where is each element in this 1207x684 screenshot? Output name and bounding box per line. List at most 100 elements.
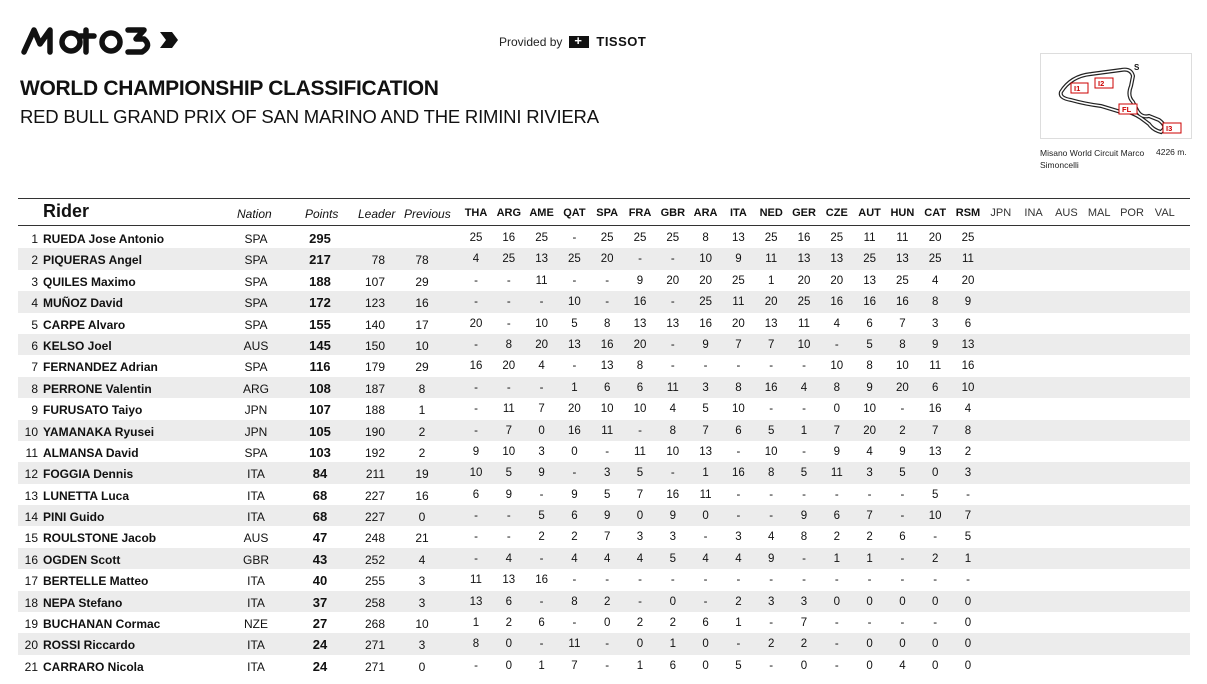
- race-result-fra: 16: [633, 296, 647, 309]
- race-result-aut: 0: [866, 595, 873, 608]
- race-result-ger: 3: [800, 595, 808, 608]
- race-result-gbr: 4: [669, 403, 676, 416]
- race-result-cze: -: [834, 659, 839, 672]
- race-result-spa: -: [605, 574, 610, 587]
- table-row: 4 MUÑOZ David SPA 172 123 16 - - - 10 - 16 - 25 11 20 25…: [18, 291, 1190, 313]
- race-result-spa: -: [605, 659, 610, 672]
- race-result-qat: 4: [571, 552, 578, 565]
- race-result-arg: 8: [505, 338, 512, 351]
- race-result-cat: -: [933, 574, 938, 587]
- race-result-ger: 7: [800, 617, 808, 630]
- points-behind-leader: 227: [364, 488, 385, 503]
- race-result-rsm: 11: [962, 253, 974, 266]
- rider-nation: ITA: [247, 595, 265, 610]
- race-result-hun: 4: [899, 659, 906, 672]
- race-result-cat: 25: [928, 253, 942, 266]
- points-behind-previous: 21: [415, 531, 429, 546]
- rider-nation: NZE: [244, 617, 268, 632]
- rider-nation: ITA: [247, 467, 265, 482]
- race-result-ara: -: [703, 360, 708, 373]
- race-result-ame: -: [539, 638, 544, 651]
- race-result-ame: 25: [535, 232, 548, 244]
- race-result-ame: 20: [535, 338, 548, 351]
- race-result-cze: 13: [830, 253, 844, 266]
- race-result-ger: -: [802, 552, 806, 565]
- race-result-gbr: 9: [669, 510, 676, 523]
- column-header-race-ita: ITA: [729, 207, 747, 219]
- points-behind-previous: 8: [418, 381, 426, 396]
- race-result-arg: 16: [502, 232, 516, 244]
- race-result-ame: 9: [538, 467, 545, 480]
- race-result-ame: -: [539, 296, 544, 309]
- race-result-ger: 16: [797, 232, 811, 244]
- points-behind-leader: 268: [364, 617, 385, 632]
- race-result-aut: 0: [866, 638, 873, 651]
- race-result-ned: -: [769, 488, 774, 501]
- race-result-ned: -: [769, 574, 774, 587]
- race-result-ned: 9: [767, 552, 775, 565]
- table-row: 1 RUEDA Jose Antonio SPA 295 25 16 25 - 25 25 25 8 1…: [18, 227, 1190, 248]
- rider-name: ROULSTONE Jacob: [43, 531, 157, 546]
- race-result-aut: 2: [866, 531, 873, 544]
- race-result-arg: -: [506, 531, 511, 544]
- rider-nation: AUS: [243, 338, 269, 353]
- race-result-spa: 7: [603, 531, 611, 544]
- race-result-fra: -: [638, 574, 642, 587]
- race-result-rsm: 0: [964, 595, 972, 608]
- race-result-qat: -: [572, 232, 577, 244]
- table-row: 6 KELSO Joel AUS 145 150 10 - 8 20 13 16 20 - 9 7 7 10 - 5…: [18, 333, 1190, 356]
- race-result-ned: 3: [767, 595, 775, 608]
- race-result-fra: 8: [636, 360, 644, 373]
- race-result-ger: 13: [797, 253, 811, 266]
- race-result-ita: 9: [735, 253, 742, 266]
- race-result-ara: 1: [702, 467, 709, 480]
- rider-points: 40: [312, 573, 328, 589]
- points-behind-leader: 179: [364, 360, 385, 375]
- rider-points: 116: [309, 359, 331, 375]
- rider-points: 105: [309, 423, 331, 439]
- race-result-gbr: 13: [666, 317, 680, 330]
- rider-name: ALMANSA David: [43, 445, 139, 460]
- table-row: 16 OGDEN Scott GBR 43 252 4 - 4 - 4 4 4 5 4 4 9 - 1 1 - 2 1: [18, 547, 1190, 570]
- race-result-spa: -: [605, 274, 610, 287]
- rider-nation: AUS: [243, 531, 269, 546]
- race-result-rsm: 3: [964, 467, 972, 480]
- race-result-ita: 6: [735, 424, 742, 437]
- points-behind-previous: 3: [418, 595, 426, 610]
- race-result-ger: 2: [800, 638, 808, 651]
- race-result-hun: 8: [899, 338, 906, 351]
- race-result-ame: -: [539, 552, 544, 565]
- race-result-qat: 1: [571, 381, 578, 394]
- race-result-fra: 10: [633, 403, 647, 416]
- rider-nation: ARG: [242, 381, 269, 396]
- race-result-cze: 25: [830, 232, 844, 244]
- rider-name: PIQUERAS Angel: [43, 253, 142, 268]
- rider-name: ROSSI Riccardo: [43, 638, 136, 653]
- race-result-hun: 11: [896, 232, 909, 244]
- points-behind-previous: 3: [418, 638, 426, 653]
- race-result-aut: 16: [863, 296, 876, 309]
- rider-points: 188: [309, 273, 331, 289]
- race-result-spa: 6: [603, 381, 611, 394]
- race-result-ita: 3: [735, 531, 742, 544]
- rider-nation: SPA: [244, 317, 268, 332]
- race-result-gbr: 2: [669, 617, 676, 630]
- points-behind-previous: 17: [415, 317, 429, 332]
- race-result-tha: -: [474, 338, 478, 351]
- race-result-arg: 5: [505, 467, 512, 480]
- race-result-ara: 8: [702, 232, 709, 244]
- track-label-fl: FL: [1122, 105, 1132, 114]
- race-result-rsm: 10: [961, 381, 975, 394]
- race-result-aut: 8: [866, 360, 873, 373]
- race-result-hun: 13: [895, 253, 909, 266]
- race-result-spa: -: [605, 638, 610, 651]
- race-result-cat: 13: [928, 445, 942, 458]
- race-result-ara: 6: [702, 617, 709, 630]
- race-result-fra: 6: [636, 381, 644, 394]
- column-header-race-mal: MAL: [1087, 207, 1111, 219]
- rider-points: 107: [309, 402, 331, 418]
- race-result-qat: 13: [567, 338, 581, 351]
- race-result-cze: 0: [833, 403, 840, 416]
- moto3-logo: [20, 24, 186, 56]
- race-result-ita: 25: [731, 274, 745, 287]
